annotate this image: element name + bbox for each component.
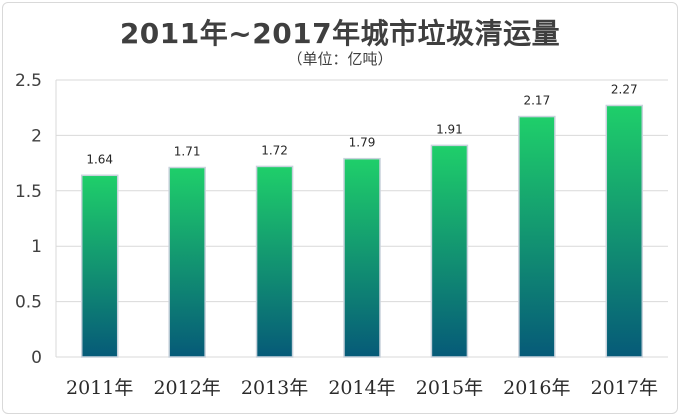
bar-2011年	[80, 174, 119, 358]
y-tick-label: 2.5	[15, 71, 42, 91]
y-tick-label: 1	[31, 237, 42, 257]
data-label: 1.64	[86, 152, 113, 166]
chart-title: 2011年~2017年城市垃圾清运量	[119, 17, 561, 50]
bar-2014年	[343, 157, 381, 358]
data-label: 1.72	[261, 143, 288, 157]
data-labels: 1.64 1.71 1.72 1.79 1.91 2.17 2.27	[86, 82, 637, 166]
bar-2016年	[518, 115, 556, 358]
bar-2015年	[430, 144, 469, 358]
x-tick-label: 2015年	[416, 377, 483, 399]
x-tick-label: 2013年	[241, 377, 308, 399]
x-tick-label: 2014年	[328, 377, 395, 399]
y-tick-label: 0	[31, 348, 42, 368]
chart-subtitle: （单位：亿吨）	[287, 50, 393, 68]
bar-2013年	[255, 165, 294, 358]
x-tick-label: 2017年	[591, 377, 658, 399]
data-label: 2.27	[611, 82, 638, 96]
x-tick-label: 2016年	[503, 377, 570, 399]
data-label: 1.91	[436, 122, 463, 136]
data-label: 2.17	[523, 94, 550, 108]
y-axis-ticks: 0 0.5 1 1.5 2 2.5	[15, 71, 42, 368]
x-tick-label: 2011年	[66, 377, 133, 399]
y-tick-label: 0.5	[15, 293, 42, 313]
bars	[80, 104, 644, 358]
data-label: 1.71	[174, 145, 201, 159]
bar-2012年	[168, 166, 206, 358]
x-axis-ticks: 2011年 2012年 2013年 2014年 2015年 2016年 2017年	[66, 377, 658, 399]
x-tick-label: 2012年	[153, 377, 220, 399]
y-tick-label: 1.5	[15, 182, 42, 202]
bar-2017年	[605, 104, 644, 358]
y-tick-label: 2	[31, 126, 42, 146]
data-label: 1.79	[349, 136, 376, 150]
